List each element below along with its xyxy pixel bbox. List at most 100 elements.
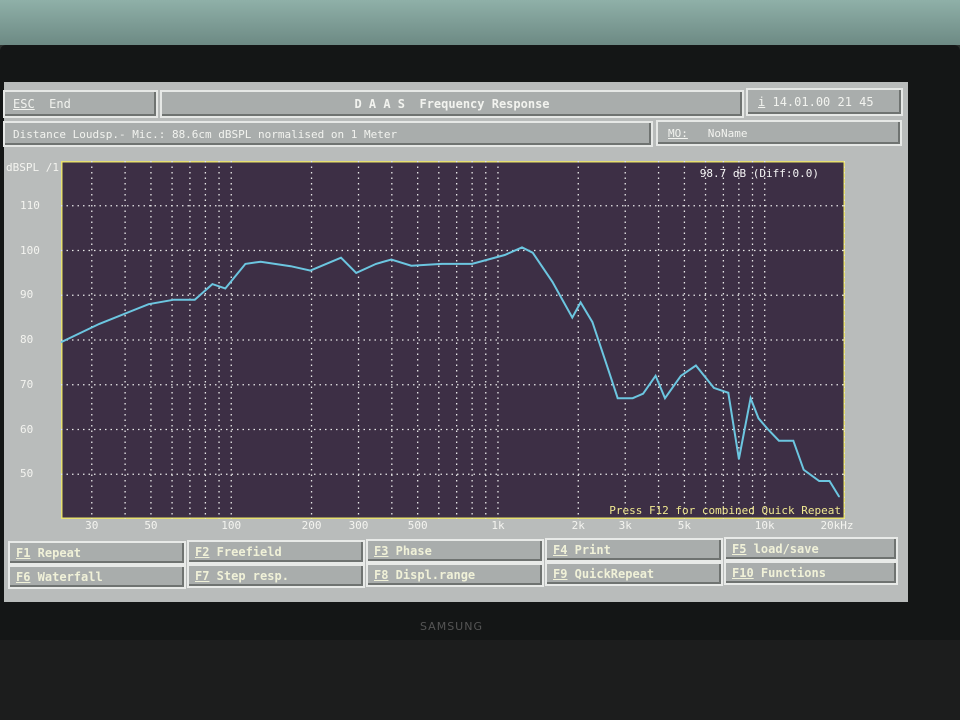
data-point xyxy=(654,375,657,377)
y-axis-label: dBSPL /1.0W/m xyxy=(6,161,93,174)
data-point xyxy=(244,263,247,265)
fkey-code: F10 xyxy=(732,566,754,580)
fkey-f9-button[interactable]: F9 QuickRepeat xyxy=(545,562,723,586)
x-tick-label: 2k xyxy=(571,519,585,532)
fkey-label: Step resp. xyxy=(209,569,289,583)
readout-text: 98.7 dB (Diff:0.0) xyxy=(700,167,819,180)
y-tick-label: 100 xyxy=(20,243,40,257)
data-point xyxy=(355,272,357,274)
mo-value: NoName xyxy=(707,126,748,140)
page-title: D A A S Frequency Response xyxy=(160,90,744,118)
data-point xyxy=(61,341,62,344)
esc-end-button[interactable]: ESC End xyxy=(3,90,158,118)
data-point xyxy=(695,364,697,367)
data-point xyxy=(259,260,262,263)
fkey-f8-button[interactable]: F8 Displ.range xyxy=(366,563,544,587)
x-tick-label: 200 xyxy=(301,519,322,532)
x-tick-label: 500 xyxy=(407,519,428,532)
x-tick-label: 30 xyxy=(85,519,99,532)
fkey-f5-button[interactable]: F5 load/save xyxy=(724,537,898,561)
fkey-f6-button[interactable]: F6 Waterfall xyxy=(8,565,186,589)
data-point xyxy=(375,263,377,265)
fkey-f10-button[interactable]: F10 Functions xyxy=(724,561,898,585)
y-tick-label: 50 xyxy=(20,467,34,481)
info-datetime[interactable]: i 14.01.00 21 45 xyxy=(746,88,903,116)
fkey-f3-button[interactable]: F3 Phase xyxy=(366,539,544,563)
data-point xyxy=(828,480,831,482)
data-point xyxy=(471,263,473,265)
mo-field[interactable]: MO: NoName xyxy=(656,120,902,146)
data-point xyxy=(309,269,312,272)
x-tick-label: 1k xyxy=(491,519,505,532)
fkey-code: F1 xyxy=(16,546,31,560)
data-point xyxy=(503,254,506,256)
data-point xyxy=(664,397,666,399)
info-icon: i xyxy=(758,95,766,109)
fkey-label: Waterfall xyxy=(30,570,103,584)
data-point xyxy=(778,439,780,442)
y-tick-label: 90 xyxy=(20,288,34,302)
distance-info: Distance Loudsp.- Mic.: 88.6cm dBSPL nor… xyxy=(3,121,653,147)
data-point xyxy=(818,480,820,482)
desk xyxy=(0,640,960,720)
background-wall xyxy=(0,0,960,45)
data-point xyxy=(727,392,730,394)
x-tick-label: 10k xyxy=(754,519,775,532)
data-point xyxy=(591,321,594,323)
frequency-response-plot: 98.7 dB (Diff:0.0) Press F12 for combined… xyxy=(61,161,845,519)
fkey-label: QuickRepeat xyxy=(567,567,655,581)
fkey-label: Repeat xyxy=(30,546,82,560)
data-point xyxy=(631,397,634,399)
data-point xyxy=(757,417,760,420)
data-point xyxy=(531,251,534,254)
datetime: 14.01.00 21 45 xyxy=(772,95,874,109)
data-point xyxy=(616,397,619,399)
data-point xyxy=(802,468,805,471)
data-point xyxy=(571,316,574,319)
data-point xyxy=(147,303,150,305)
data-point xyxy=(579,301,582,304)
x-tick-label: 300 xyxy=(348,519,369,532)
data-point xyxy=(606,367,609,369)
end-label: End xyxy=(49,97,71,111)
esc-key: ESC xyxy=(13,97,35,111)
fkey-code: F9 xyxy=(553,567,568,581)
data-point xyxy=(680,375,682,377)
y-tick-label: 80 xyxy=(20,333,34,346)
fkey-f7-button[interactable]: F7 Step resp. xyxy=(187,564,365,588)
fkey-code: F4 xyxy=(553,543,568,557)
fkey-f2-button[interactable]: F2 Freefield xyxy=(187,540,365,564)
data-point xyxy=(211,283,214,285)
data-point xyxy=(749,397,752,399)
fkey-label: Phase xyxy=(388,544,432,558)
monitor-brand: SAMSUNG xyxy=(420,620,483,633)
data-point xyxy=(98,323,101,325)
fkey-f1-button[interactable]: F1 Repeat xyxy=(8,541,186,565)
data-point xyxy=(642,392,644,395)
fkey-label: Freefield xyxy=(209,545,282,559)
fkey-code: F7 xyxy=(195,569,210,583)
data-point xyxy=(713,387,715,389)
data-point xyxy=(390,258,393,261)
fkey-label: load/save xyxy=(746,542,819,556)
fkey-label: Functions xyxy=(753,566,826,580)
x-tick-label: 3k xyxy=(618,519,632,532)
fkey-f4-button[interactable]: F4 Print xyxy=(545,538,723,562)
y-tick-label: 110 xyxy=(20,198,40,212)
fkey-label: Print xyxy=(567,543,611,557)
y-tick-label: 70 xyxy=(20,377,34,391)
fkey-code: F5 xyxy=(732,542,747,556)
mo-key: MO: xyxy=(668,126,688,140)
hint-text: Press F12 for combined Quick Repeat xyxy=(609,504,841,517)
x-tick-label: 20kHz xyxy=(820,519,854,532)
data-point xyxy=(738,458,740,460)
data-point xyxy=(440,263,443,265)
data-point xyxy=(838,495,840,498)
data-point xyxy=(289,265,292,267)
data-point xyxy=(521,246,523,249)
data-point xyxy=(551,281,554,283)
data-point xyxy=(193,298,196,301)
data-point xyxy=(410,264,413,267)
fkey-code: F6 xyxy=(16,570,31,584)
fkey-label: Displ.range xyxy=(388,568,476,582)
